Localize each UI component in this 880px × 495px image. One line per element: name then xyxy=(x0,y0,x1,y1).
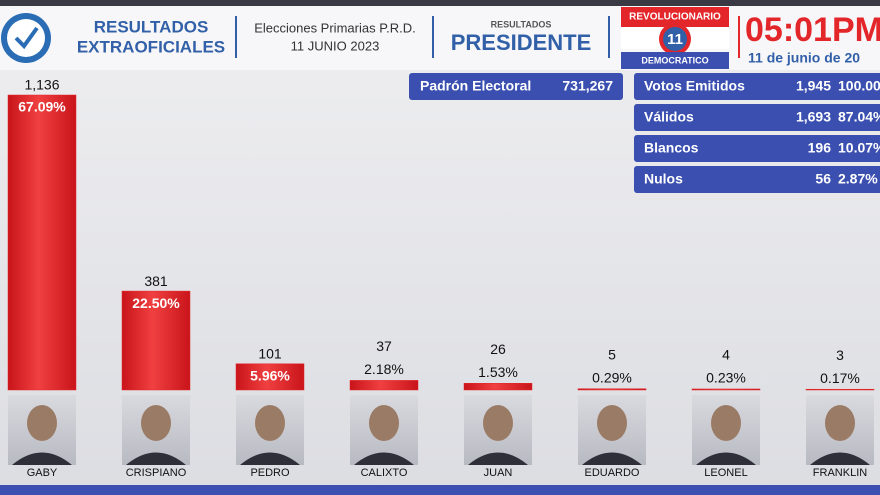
value-label: 26 xyxy=(490,341,506,357)
stat-box xyxy=(634,135,880,162)
bar xyxy=(349,380,419,391)
bar xyxy=(805,388,875,391)
photo-head xyxy=(711,405,741,441)
stat-label: Válidos xyxy=(644,109,694,125)
stat-box xyxy=(634,73,880,100)
photo-body xyxy=(354,452,414,465)
value-label: 37 xyxy=(376,338,392,354)
stat-count: 1,945 xyxy=(796,78,831,94)
party-top: REVOLUCIONARIO xyxy=(629,12,721,23)
photo-body xyxy=(468,452,528,465)
bar xyxy=(463,382,533,391)
time: 05:01PM xyxy=(745,11,880,49)
candidate-name: EDUARDO xyxy=(584,467,639,479)
candidate-name: PEDRO xyxy=(250,467,290,479)
stat-percent: 2.87% xyxy=(838,171,878,187)
photo-body xyxy=(126,452,186,465)
padron-box xyxy=(409,73,623,100)
value-label: 381 xyxy=(144,273,168,289)
candidate-name: CRISPIANO xyxy=(126,467,187,479)
photo-body xyxy=(810,452,870,465)
value-label: 4 xyxy=(722,347,730,363)
bottom-strip xyxy=(0,485,880,495)
logo-inner xyxy=(7,19,45,57)
candidate-name: LEONEL xyxy=(704,467,747,479)
photo-body xyxy=(582,452,642,465)
stat-count: 1,693 xyxy=(796,109,831,125)
percent-label: 22.50% xyxy=(132,295,180,311)
photo-head xyxy=(369,405,399,441)
percent-label: 0.17% xyxy=(820,370,860,386)
party-top-box xyxy=(621,7,729,27)
candidate-name: FRANKLIN xyxy=(813,467,867,479)
party-bottom: DEMOCRATICO xyxy=(641,55,708,65)
election-date: 11 JUNIO 2023 xyxy=(291,38,380,53)
value-label: 3 xyxy=(836,347,844,363)
bar xyxy=(235,363,305,391)
stat-percent: 87.04% xyxy=(838,109,880,125)
party-bottom-box xyxy=(621,52,729,69)
party-number: 11 xyxy=(667,31,683,48)
value-label: 5 xyxy=(608,346,616,362)
results-label: RESULTADOS xyxy=(491,19,552,29)
candidate-name: GABY xyxy=(27,467,58,479)
padron-label: Padrón Electoral xyxy=(420,78,531,94)
party-circle-inner xyxy=(663,27,687,51)
office: PRESIDENTE xyxy=(451,30,592,55)
photo-head xyxy=(597,405,627,441)
logo-check xyxy=(14,26,39,50)
bar xyxy=(121,290,191,391)
photo-head xyxy=(483,405,513,441)
stat-box xyxy=(634,166,880,193)
percent-label: 67.09% xyxy=(18,99,66,115)
bar xyxy=(7,94,77,391)
stats-panel: Votos Emitidos 1,945 100.00% Válidos 1,693 87… xyxy=(634,73,880,193)
photo-head xyxy=(255,405,285,441)
stat-label: Blancos xyxy=(644,140,699,156)
bar xyxy=(577,388,647,391)
percent-label: 1.53% xyxy=(478,364,518,380)
photo-head xyxy=(825,405,855,441)
photo-body xyxy=(696,452,756,465)
percent-label: 5.96% xyxy=(250,367,290,383)
bar xyxy=(691,388,761,391)
percent-label: 0.23% xyxy=(706,370,746,386)
photo-head xyxy=(141,405,171,441)
top-strip xyxy=(0,0,880,6)
percent-label: 2.18% xyxy=(364,361,404,377)
header-bar xyxy=(0,6,880,70)
stat-percent: 100.00% xyxy=(838,78,880,94)
value-label: 101 xyxy=(258,345,282,361)
stat-label: Nulos xyxy=(644,171,683,187)
photo-body xyxy=(240,452,300,465)
date-long: 11 de junio de 20 xyxy=(748,50,860,66)
stat-percent: 10.07% xyxy=(838,140,880,156)
election-name: Elecciones Primarias P.R.D. xyxy=(254,20,416,35)
candidate-name: JUAN xyxy=(484,467,513,479)
photo-head xyxy=(27,405,57,441)
photo-body xyxy=(12,452,72,465)
percent-label: 0.29% xyxy=(592,369,632,385)
padron-value: 731,267 xyxy=(562,78,613,94)
stat-box xyxy=(634,104,880,131)
candidate-name: CALIXTO xyxy=(361,467,408,479)
stat-count: 196 xyxy=(808,140,832,156)
stat-count: 56 xyxy=(815,171,831,187)
bars: 67.09% 1,136 GABY 22.50% 381 CRISPIANO 5.96% 10… xyxy=(7,77,875,479)
value-label: 1,136 xyxy=(24,77,59,93)
stat-label: Votos Emitidos xyxy=(644,78,745,94)
title: RESULTADOS xyxy=(94,17,209,36)
title: EXTRAOFICIALES xyxy=(77,37,225,56)
